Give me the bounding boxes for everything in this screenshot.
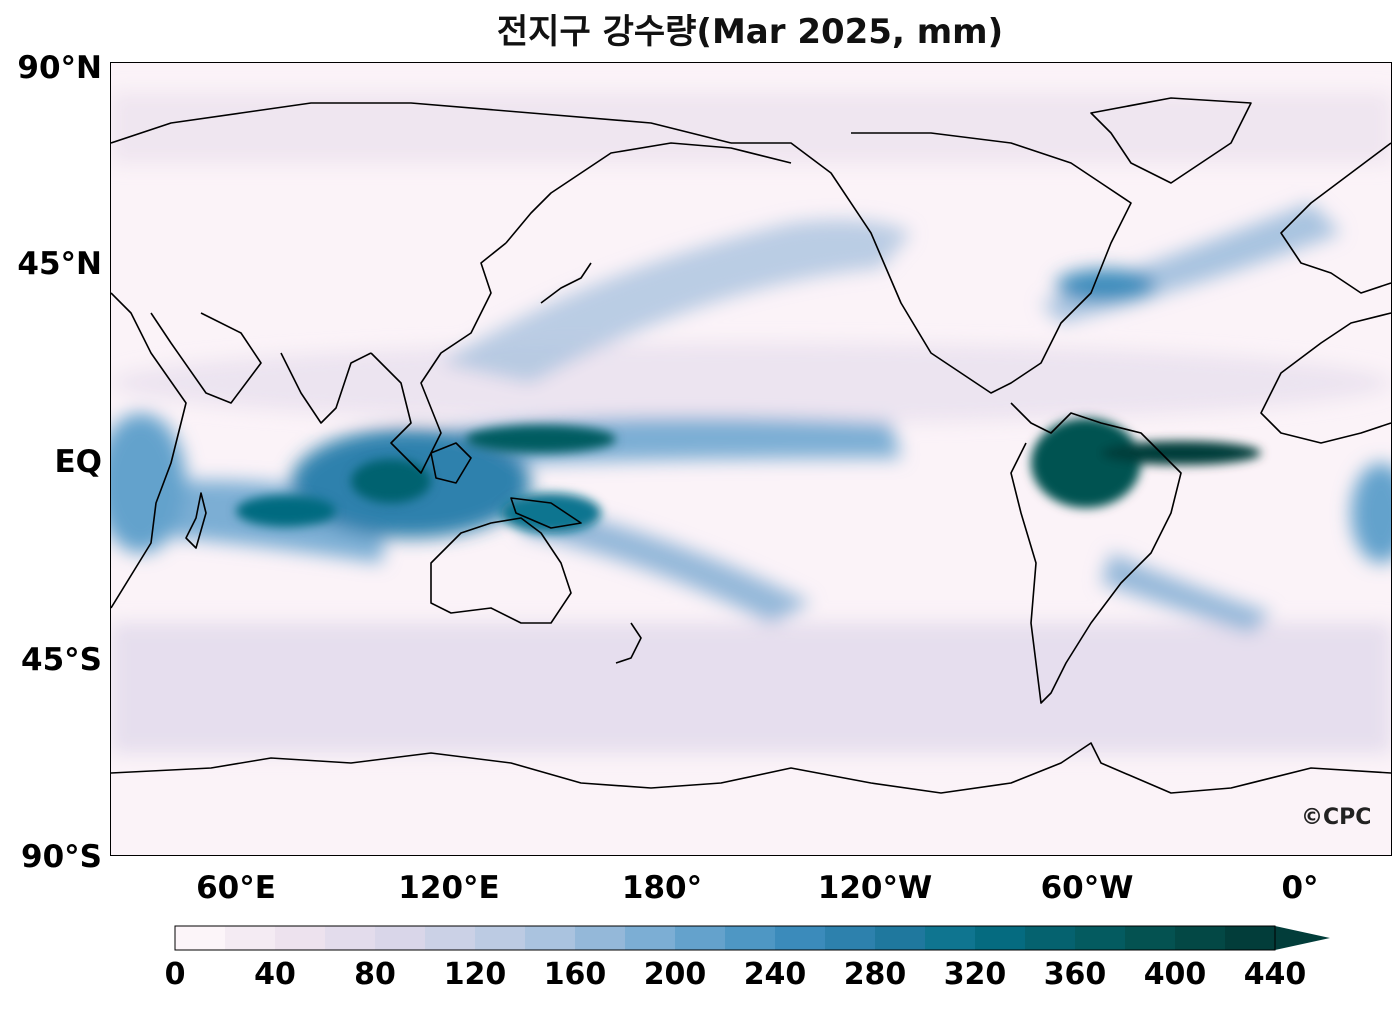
colorbar-swatch: [325, 926, 376, 950]
colorbar-swatch: [225, 926, 276, 950]
coast-antarctica: [111, 742, 1391, 794]
colorbar-swatch: [675, 926, 726, 950]
colorbar-swatch: [625, 926, 676, 950]
colorbar-swatch: [1225, 926, 1276, 950]
heavy-precip-cores: [236, 418, 1261, 533]
colorbar-tick-label: 80: [354, 957, 396, 992]
colorbar-swatch: [1125, 926, 1176, 950]
colorbar-tick-label: 400: [1143, 957, 1207, 992]
colorbar-swatch: [475, 926, 526, 950]
colorbar-swatch: [1175, 926, 1226, 950]
colorbar-swatch: [925, 926, 976, 950]
colorbar-tick-label: 280: [843, 957, 907, 992]
lat-label-45s: 45°S: [21, 642, 102, 678]
colorbar-tick-label: 360: [1043, 957, 1107, 992]
colorbar-extend-arrow: [1275, 926, 1330, 950]
colorbar-swatch: [725, 926, 776, 950]
coast-west-africa: [1260, 312, 1391, 444]
lon-label-60w: 60°W: [1040, 870, 1134, 906]
coast-borneo: [430, 442, 472, 484]
map-title: 전지구 강수량(Mar 2025, mm): [496, 12, 1004, 52]
colorbar-tick-label: 320: [943, 957, 1007, 992]
colorbar-swatch: [775, 926, 826, 950]
colorbar-swatch: [425, 926, 476, 950]
coast-japan: [540, 262, 592, 304]
coast-new-zealand: [615, 622, 642, 664]
coast-europe: [1280, 142, 1391, 294]
coast-north-america: [731, 132, 1132, 394]
precipitation-map: ©CPC: [110, 62, 1392, 856]
map-canvas: [111, 93, 1391, 794]
lon-label-120e: 120°E: [398, 870, 500, 906]
lat-label-90n: 90°N: [17, 50, 102, 86]
coast-new-guinea: [510, 497, 582, 529]
colorbar-tick-label: 240: [743, 957, 807, 992]
coast-greenland: [1090, 97, 1252, 184]
coastlines: [111, 97, 1391, 794]
coast-india: [280, 352, 372, 424]
colorbar-swatch: [1025, 926, 1076, 950]
lon-label-180: 180°: [621, 870, 703, 906]
colorbar-tick-label: 440: [1243, 957, 1307, 992]
colorbar-tick-label: 0: [164, 957, 186, 992]
precip-fields: [111, 93, 1391, 753]
colorbar-tick-label: 160: [543, 957, 607, 992]
lon-label-0: 0°: [1281, 870, 1319, 906]
coast-australia: [430, 517, 572, 624]
colorbar-swatch: [1075, 926, 1126, 950]
colorbar-swatch: [875, 926, 926, 950]
colorbar-frame: [174, 925, 1276, 951]
lat-label-eq: EQ: [54, 444, 102, 480]
colorbar-swatch: [825, 926, 876, 950]
lat-label-45n: 45°N: [17, 246, 102, 282]
coast-arabia: [150, 312, 262, 404]
colorbar-swatch: [525, 926, 576, 950]
colorbar-swatch: [575, 926, 626, 950]
lat-label-90s: 90°S: [21, 839, 102, 875]
colorbar-tick-label: 120: [443, 957, 507, 992]
coast-africa-east: [111, 292, 187, 609]
coast-se-asia: [370, 242, 507, 474]
colorbar-swatch: [275, 926, 326, 950]
colorbar-tick-label: 200: [643, 957, 707, 992]
cpc-credit: ©CPC: [1301, 805, 1372, 830]
coast-south-america: [1010, 402, 1182, 704]
lon-label-60e: 60°E: [196, 870, 276, 906]
colorbar-swatch: [375, 926, 426, 950]
colorbar-swatch: [975, 926, 1026, 950]
coast-madagascar: [185, 492, 207, 549]
colorbar-tick-label: 40: [254, 957, 296, 992]
lon-label-120w: 120°W: [817, 870, 933, 906]
coast-east-asia: [505, 142, 792, 244]
colorbar: [174, 925, 1330, 951]
colorbar-swatches: [175, 926, 1276, 950]
colorbar-swatch: [175, 926, 226, 950]
coast-siberia: [111, 102, 732, 144]
